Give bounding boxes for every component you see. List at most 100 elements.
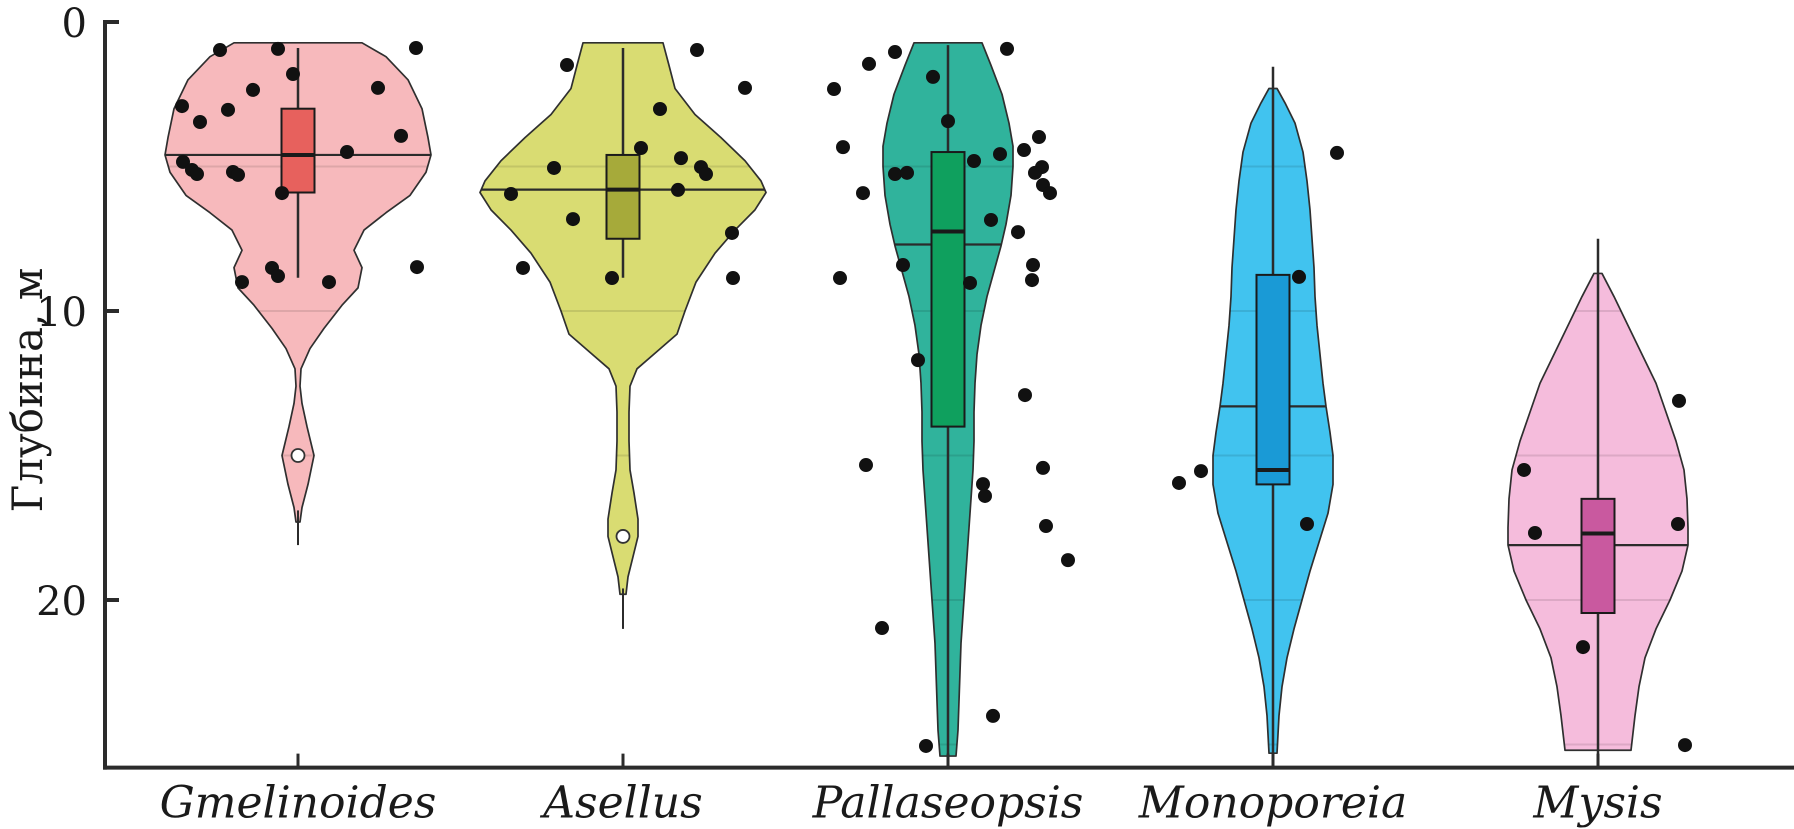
x-axis: Gmelinoides Asellus Pallaseopsis Monoporeia… [103, 753, 1794, 829]
data-point [888, 167, 902, 182]
data-point [967, 154, 981, 169]
data-point [836, 140, 850, 155]
data-point [271, 41, 285, 56]
data-point [176, 154, 190, 169]
data-point [566, 212, 580, 227]
data-point [504, 186, 518, 201]
data-point [1011, 225, 1025, 240]
data-point [560, 58, 574, 73]
data-point [827, 82, 841, 97]
data-point [674, 151, 688, 166]
data-point [919, 738, 933, 753]
data-point [875, 621, 889, 636]
violin-shape [479, 41, 767, 596]
category-label: Mysis [1532, 778, 1662, 829]
data-point [235, 275, 249, 290]
data-point [1032, 130, 1046, 145]
outlier-circle [615, 529, 631, 544]
category-label: Monoporeia [1138, 778, 1407, 829]
data-point [1028, 165, 1042, 180]
data-point [1576, 640, 1590, 655]
data-point [1036, 460, 1050, 475]
iqr-box [1580, 497, 1616, 615]
data-point [275, 186, 289, 201]
data-point [1528, 525, 1542, 540]
data-point [634, 141, 648, 156]
data-point [1678, 738, 1692, 753]
data-point [1671, 516, 1685, 531]
data-point [1672, 393, 1686, 408]
data-point [986, 708, 1000, 723]
data-point [993, 147, 1007, 162]
data-point [394, 128, 408, 143]
data-point [516, 260, 530, 275]
scatter-points [175, 41, 1692, 753]
data-point [371, 80, 385, 95]
data-point [605, 271, 619, 286]
data-point [286, 67, 300, 82]
data-point [1043, 186, 1057, 201]
data-point [1039, 519, 1053, 534]
data-point [671, 182, 685, 197]
data-point [926, 69, 940, 84]
data-point [1194, 464, 1208, 479]
data-point [1517, 462, 1531, 477]
data-point [1061, 553, 1075, 568]
y-tick-label: 10 [36, 290, 87, 336]
violin-pallaseopsis [882, 41, 1014, 768]
data-point [322, 275, 336, 290]
data-point [213, 43, 227, 58]
data-point [231, 167, 245, 182]
data-point [888, 45, 902, 60]
data-point [410, 260, 424, 275]
y-axis-title: Глубина, м [3, 268, 52, 513]
data-point [833, 271, 847, 286]
violin-shape [164, 41, 432, 523]
data-point [409, 41, 423, 56]
data-point [221, 102, 235, 117]
data-point [175, 99, 189, 114]
data-point [941, 114, 955, 129]
data-point [547, 160, 561, 175]
violin-asellus [479, 41, 767, 629]
category-label: Gmelinoides [160, 778, 437, 829]
data-point [862, 56, 876, 71]
data-point [1000, 41, 1014, 56]
data-point [984, 212, 998, 227]
data-point [896, 258, 910, 273]
data-point [1300, 516, 1314, 531]
data-point [1018, 388, 1032, 403]
category-label: Pallaseopsis [812, 778, 1084, 829]
iqr-box [930, 151, 966, 428]
data-point [978, 488, 992, 503]
violin-gmelinoides [164, 41, 432, 546]
data-point [193, 114, 207, 129]
data-point [911, 353, 925, 368]
data-point [738, 80, 752, 95]
outlier-circle [290, 448, 306, 463]
y-tick-label: 0 [62, 1, 87, 47]
data-point [271, 269, 285, 284]
data-point [340, 145, 354, 160]
data-point [1172, 475, 1186, 490]
y-tick-label: 20 [36, 579, 87, 625]
data-point [699, 167, 713, 182]
category-label: Asellus [539, 778, 702, 829]
data-point [856, 186, 870, 201]
data-point [653, 101, 667, 116]
data-point [725, 225, 739, 240]
data-point [900, 165, 914, 180]
iqr-box [1255, 273, 1291, 486]
data-point [726, 271, 740, 286]
data-point [963, 275, 977, 290]
data-point [1292, 269, 1306, 284]
data-point [976, 477, 990, 492]
y-axis: 0 10 20 Глубина, м [3, 1, 119, 770]
violin-monoporeia [1212, 66, 1334, 768]
iqr-box [280, 107, 316, 194]
data-point [690, 43, 704, 58]
data-point [246, 82, 260, 97]
data-point [190, 167, 204, 182]
